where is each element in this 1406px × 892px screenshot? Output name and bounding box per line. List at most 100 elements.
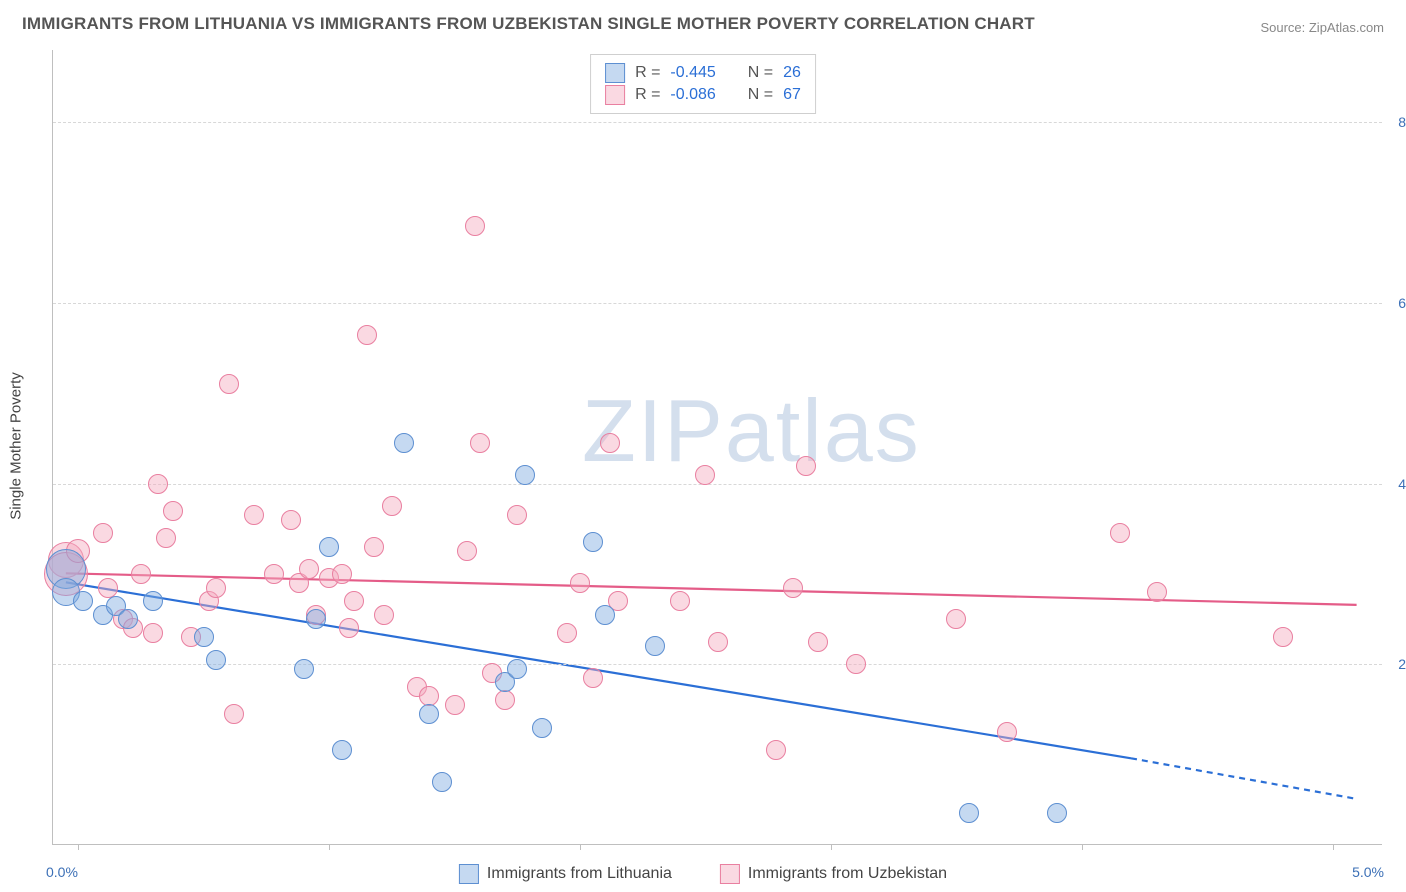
r-value: -0.445 (670, 64, 715, 82)
gridline (53, 484, 1382, 485)
regression-lines (53, 50, 1382, 844)
legend-label-lithuania: Immigrants from Lithuania (487, 865, 672, 883)
data-point-lithuania (645, 636, 665, 656)
data-point-uzbekistan (148, 474, 168, 494)
source-label: Source: ZipAtlas.com (1260, 20, 1384, 35)
data-point-uzbekistan (997, 722, 1017, 742)
data-point-uzbekistan (93, 523, 113, 543)
data-point-lithuania (507, 659, 527, 679)
legend-label-uzbekistan: Immigrants from Uzbekistan (748, 865, 947, 883)
data-point-uzbekistan (670, 591, 690, 611)
data-point-uzbekistan (224, 704, 244, 724)
y-tick-label: 20.0% (1398, 656, 1406, 672)
data-point-uzbekistan (465, 216, 485, 236)
data-point-uzbekistan (470, 433, 490, 453)
data-point-lithuania (532, 718, 552, 738)
data-point-uzbekistan (796, 456, 816, 476)
stats-swatch-icon (605, 63, 625, 83)
r-label: R = (635, 86, 660, 104)
data-point-lithuania (583, 532, 603, 552)
data-point-uzbekistan (946, 609, 966, 629)
data-point-uzbekistan (264, 564, 284, 584)
x-tick-right: 5.0% (1352, 864, 1384, 880)
data-point-uzbekistan (156, 528, 176, 548)
y-axis-title: Single Mother Poverty (8, 372, 25, 520)
data-point-uzbekistan (419, 686, 439, 706)
data-point-uzbekistan (98, 578, 118, 598)
data-point-uzbekistan (143, 623, 163, 643)
watermark: ZIPatlas (582, 380, 921, 482)
r-value: -0.086 (670, 86, 715, 104)
data-point-lithuania (515, 465, 535, 485)
data-point-uzbekistan (1147, 582, 1167, 602)
x-tick (831, 844, 832, 850)
data-point-uzbekistan (557, 623, 577, 643)
swatch-lithuania-icon (459, 864, 479, 884)
x-tick (1082, 844, 1083, 850)
series-legend: Immigrants from Lithuania Immigrants fro… (459, 864, 947, 884)
data-point-lithuania (306, 609, 326, 629)
stats-row: R = -0.086 N = 67 (605, 85, 801, 105)
data-point-uzbekistan (219, 374, 239, 394)
data-point-uzbekistan (332, 564, 352, 584)
gridline (53, 303, 1382, 304)
y-tick-label: 40.0% (1398, 476, 1406, 492)
data-point-uzbekistan (783, 578, 803, 598)
gridline (53, 122, 1382, 123)
data-point-uzbekistan (339, 618, 359, 638)
data-point-uzbekistan (374, 605, 394, 625)
data-point-uzbekistan (766, 740, 786, 760)
n-label: N = (748, 86, 773, 104)
data-point-uzbekistan (364, 537, 384, 557)
data-point-lithuania (294, 659, 314, 679)
data-point-uzbekistan (1273, 627, 1293, 647)
gridline (53, 664, 1382, 665)
x-tick (1333, 844, 1334, 850)
data-point-uzbekistan (808, 632, 828, 652)
data-point-lithuania (959, 803, 979, 823)
chart-title: IMMIGRANTS FROM LITHUANIA VS IMMIGRANTS … (22, 14, 1035, 34)
n-value: 67 (783, 86, 801, 104)
stats-legend: R = -0.445 N = 26 R = -0.086 N = 67 (590, 54, 816, 114)
data-point-lithuania (73, 591, 93, 611)
data-point-uzbekistan (131, 564, 151, 584)
data-point-lithuania (432, 772, 452, 792)
data-point-lithuania (194, 627, 214, 647)
data-point-uzbekistan (382, 496, 402, 516)
x-tick (78, 844, 79, 850)
data-point-uzbekistan (570, 573, 590, 593)
data-point-lithuania (595, 605, 615, 625)
data-point-uzbekistan (1110, 523, 1130, 543)
stats-swatch-icon (605, 85, 625, 105)
y-tick-label: 80.0% (1398, 114, 1406, 130)
y-tick-label: 60.0% (1398, 295, 1406, 311)
data-point-lithuania (332, 740, 352, 760)
data-point-uzbekistan (445, 695, 465, 715)
data-point-uzbekistan (299, 559, 319, 579)
data-point-uzbekistan (583, 668, 603, 688)
n-label: N = (748, 64, 773, 82)
data-point-lithuania (206, 650, 226, 670)
data-point-uzbekistan (281, 510, 301, 530)
x-tick-left: 0.0% (46, 864, 78, 880)
r-label: R = (635, 64, 660, 82)
data-point-lithuania (143, 591, 163, 611)
data-point-lithuania (319, 537, 339, 557)
x-tick (329, 844, 330, 850)
data-point-uzbekistan (206, 578, 226, 598)
data-point-uzbekistan (357, 325, 377, 345)
swatch-uzbekistan-icon (720, 864, 740, 884)
n-value: 26 (783, 64, 801, 82)
data-point-uzbekistan (507, 505, 527, 525)
data-point-uzbekistan (163, 501, 183, 521)
data-point-lithuania (118, 609, 138, 629)
data-point-uzbekistan (244, 505, 264, 525)
x-tick (580, 844, 581, 850)
data-point-uzbekistan (708, 632, 728, 652)
data-point-uzbekistan (695, 465, 715, 485)
data-point-uzbekistan (600, 433, 620, 453)
legend-item-uzbekistan: Immigrants from Uzbekistan (720, 864, 947, 884)
data-point-uzbekistan (495, 690, 515, 710)
legend-item-lithuania: Immigrants from Lithuania (459, 864, 672, 884)
data-point-lithuania (1047, 803, 1067, 823)
